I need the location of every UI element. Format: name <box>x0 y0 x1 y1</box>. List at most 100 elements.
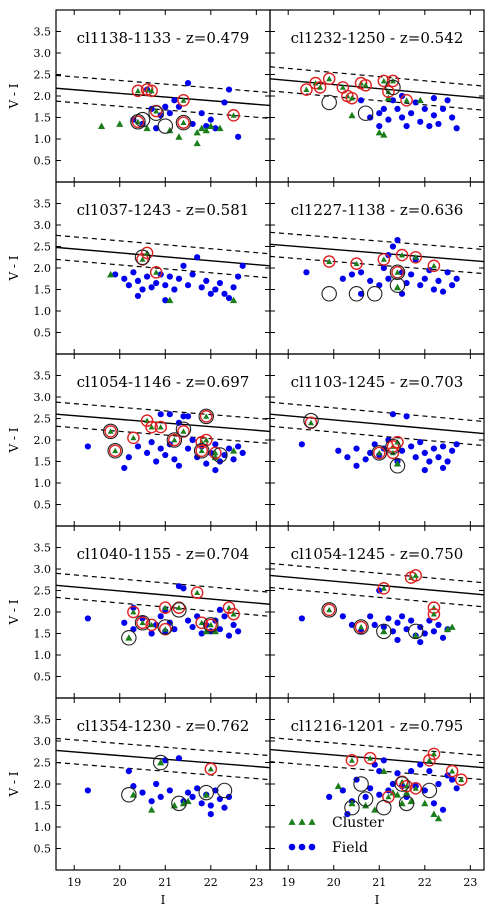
red-sequence-fit-line <box>270 78 484 99</box>
y-tick-label: 2.5 <box>34 413 52 426</box>
red-sequence-ring <box>304 416 318 430</box>
red-sequence-ring <box>145 618 158 632</box>
red-sequence-ring <box>386 74 400 88</box>
y-tick-label: 1.0 <box>34 305 52 318</box>
y-tick-label: 0.5 <box>34 155 52 168</box>
field-point <box>412 99 419 106</box>
field-point <box>143 273 151 280</box>
red-sequence-member <box>326 258 333 264</box>
red-sequence-lines <box>270 401 484 447</box>
red-sequence-ring <box>149 265 163 279</box>
cluster-point <box>348 111 356 119</box>
red-sequence-ring <box>131 84 145 98</box>
red-sequence-member <box>194 589 201 596</box>
data-points <box>298 411 460 474</box>
red-sequence-ring <box>227 109 240 122</box>
red-sequence-member <box>394 269 401 275</box>
field-point <box>166 273 173 280</box>
y-axis-label: V - I <box>7 83 21 109</box>
field-point <box>216 606 224 613</box>
legend-cluster-marker <box>288 818 296 825</box>
red-sequence-lines <box>56 234 270 279</box>
x-tick-label: 22 <box>418 876 432 889</box>
field-point <box>408 110 415 117</box>
red-sequence-ring <box>377 582 391 595</box>
y-axis-label: V - I <box>7 599 21 625</box>
cluster-point <box>434 814 443 822</box>
field-point <box>166 787 173 794</box>
field-point <box>376 791 383 798</box>
field-point <box>184 789 192 796</box>
red-sequence-member <box>326 75 333 82</box>
legend-cluster-label: Cluster <box>332 815 384 831</box>
field-point <box>421 275 428 282</box>
data-points <box>303 236 460 302</box>
cluster-point <box>407 797 415 805</box>
field-point <box>239 262 246 269</box>
red-sequence-lines <box>56 572 270 617</box>
red-sequence-ring <box>136 253 149 266</box>
field-point <box>175 462 183 469</box>
cluster-point <box>393 791 402 798</box>
field-point <box>184 445 192 452</box>
red-sequence-member <box>399 778 406 785</box>
red-sequence-member <box>348 95 355 101</box>
field-point <box>435 454 442 461</box>
upper-limit-dashed-line <box>56 572 270 593</box>
red-sequence-member <box>203 437 210 443</box>
red-sequence-member <box>307 419 314 426</box>
red-sequence-ring <box>227 607 240 621</box>
panel-4: cl1227-1138 - z=0.636 <box>269 181 485 355</box>
field-point <box>153 279 160 287</box>
red-sequence-member <box>180 428 187 434</box>
field-point <box>198 630 205 637</box>
y-tick-label: 1.5 <box>34 628 52 641</box>
data-points <box>300 72 460 138</box>
red-sequence-fit-line <box>56 584 270 605</box>
field-point <box>84 787 91 794</box>
red-sequence-fit-line <box>56 246 270 267</box>
red-sequence-ring <box>372 446 386 460</box>
red-sequence-ring <box>350 257 363 271</box>
field-point <box>439 105 447 112</box>
selected-galaxy-ring <box>376 623 392 640</box>
red-sequence-member <box>148 87 155 94</box>
red-sequence-member <box>130 609 137 615</box>
red-sequence-fit-line <box>270 748 484 769</box>
field-point <box>148 439 155 446</box>
panel-title: cl1054-1245 - z=0.750 <box>291 545 464 563</box>
selected-galaxy-ring <box>171 602 187 618</box>
selected-galaxy-ring <box>198 408 215 425</box>
panel-title: cl1354-1230 - z=0.762 <box>77 717 250 735</box>
red-sequence-ring <box>409 250 423 264</box>
selected-galaxy-ring <box>216 782 233 799</box>
red-sequence-ring <box>204 618 218 632</box>
selected-galaxy-ring <box>175 114 192 131</box>
selected-galaxy-ring <box>344 799 360 816</box>
y-tick-label: 1.5 <box>34 800 52 813</box>
red-sequence-member <box>430 750 437 757</box>
cluster-point <box>443 625 452 633</box>
cluster-point <box>448 623 456 630</box>
red-sequence-member <box>339 84 346 90</box>
cluster-point <box>148 806 156 813</box>
red-sequence-member <box>180 97 187 103</box>
field-point <box>180 262 187 269</box>
field-point <box>157 793 164 801</box>
cluster-point <box>129 791 138 798</box>
field-point <box>148 284 155 291</box>
field-point <box>380 623 387 631</box>
red-sequence-member <box>207 765 214 772</box>
cluster-point <box>107 270 115 278</box>
y-tick-label: 3.5 <box>34 370 52 383</box>
field-point <box>439 288 447 295</box>
cluster-point <box>380 131 388 138</box>
panel-5: 0.5 1.0 1.5 2.0 2.5 3.0 3.5 V - I cl1054-1146 - … <box>7 353 271 527</box>
field-point <box>385 275 392 282</box>
legend-cluster-marker <box>308 818 316 825</box>
cluster-point <box>375 128 383 136</box>
cluster-point <box>229 447 238 454</box>
field-point <box>235 273 242 280</box>
red-sequence-ring <box>377 253 391 266</box>
red-sequence-member <box>353 260 360 267</box>
